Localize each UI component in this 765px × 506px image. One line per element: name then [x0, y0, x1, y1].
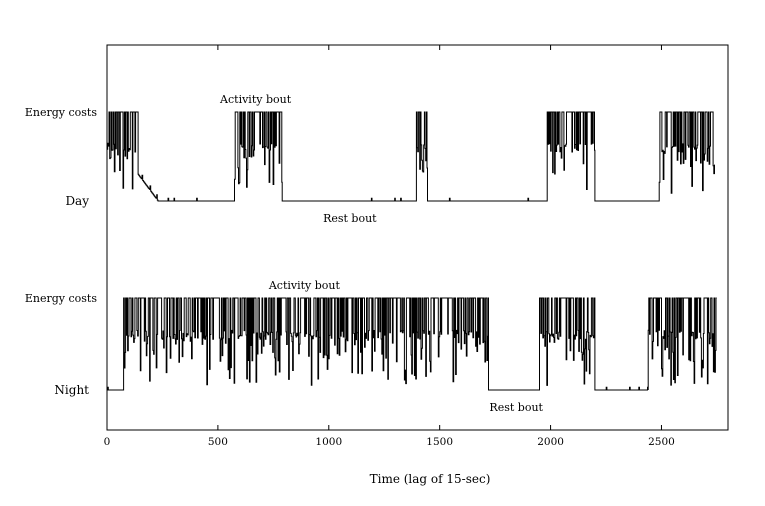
- series-line-day: [107, 111, 715, 202]
- annotation: Activity bout: [268, 279, 341, 292]
- series-traces: [107, 111, 717, 391]
- y-low-label: Day: [65, 194, 89, 208]
- chart-labels: Energy costs Day Activity bout Rest bout Ene…: [25, 93, 544, 414]
- annotation: Activity bout: [219, 93, 292, 106]
- x-tick-label: 0: [104, 436, 111, 448]
- y-high-label: Energy costs: [25, 106, 97, 119]
- y-high-label: Energy costs: [25, 292, 97, 305]
- annotation: Rest bout: [489, 401, 543, 414]
- x-axis-label: Time (lag of 15-sec): [370, 472, 491, 486]
- y-low-label: Night: [54, 383, 89, 397]
- annotation: Rest bout: [323, 212, 377, 225]
- x-tick-label: 500: [208, 436, 228, 448]
- plot-frame: [106, 44, 729, 431]
- series-line-night: [107, 297, 717, 391]
- x-axis-ticks: 0 500 1000 1500 2000 2500: [104, 45, 675, 448]
- x-tick-label: 1500: [426, 436, 453, 448]
- x-tick-label: 2500: [648, 436, 675, 448]
- x-tick-label: 1000: [315, 436, 342, 448]
- x-tick-label: 2000: [537, 436, 564, 448]
